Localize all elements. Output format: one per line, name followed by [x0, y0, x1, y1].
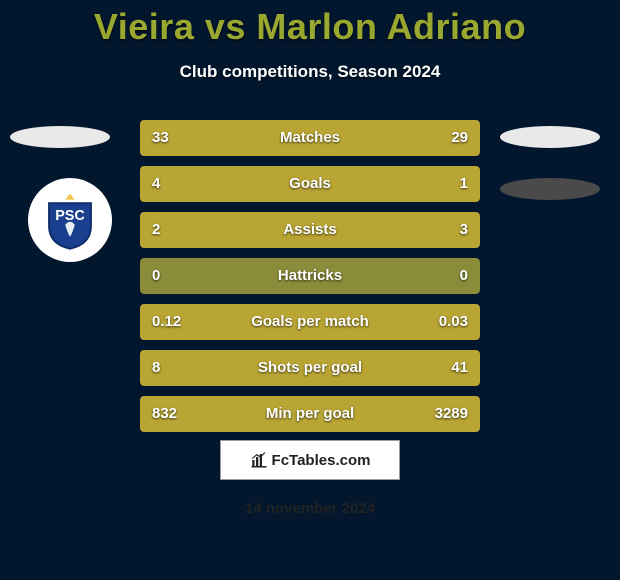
player-right-oval-2: [500, 178, 600, 200]
page-title: Vieira vs Marlon Adriano: [0, 0, 620, 48]
stat-category: Min per goal: [140, 396, 480, 432]
brand-badge[interactable]: FcTables.com: [220, 440, 400, 480]
date-label: 14 november 2024: [0, 500, 620, 517]
stat-category: Goals: [140, 166, 480, 202]
svg-text:PSC: PSC: [55, 208, 85, 224]
stat-row: 23Assists: [140, 212, 480, 248]
stat-category: Hattricks: [140, 258, 480, 294]
player-right-oval: [500, 126, 600, 148]
comparison-rows: 3329Matches 41Goals 23Assists 00Hattricks 0.…: [140, 120, 480, 442]
shield-icon: PSC: [40, 190, 100, 250]
stat-category: Matches: [140, 120, 480, 156]
stat-row: 3329Matches: [140, 120, 480, 156]
club-crest: PSC: [28, 178, 112, 262]
chart-icon: [250, 451, 268, 469]
stat-category: Shots per goal: [140, 350, 480, 386]
stat-category: Goals per match: [140, 304, 480, 340]
brand-text: FcTables.com: [272, 452, 371, 469]
stat-row: 00Hattricks: [140, 258, 480, 294]
player-left-oval: [10, 126, 110, 148]
comparison-card: Vieira vs Marlon Adriano Club competitio…: [0, 0, 620, 580]
stat-row: 0.120.03Goals per match: [140, 304, 480, 340]
stat-row: 8323289Min per goal: [140, 396, 480, 432]
stat-row: 41Goals: [140, 166, 480, 202]
stat-row: 841Shots per goal: [140, 350, 480, 386]
subtitle: Club competitions, Season 2024: [0, 62, 620, 82]
stat-category: Assists: [140, 212, 480, 248]
